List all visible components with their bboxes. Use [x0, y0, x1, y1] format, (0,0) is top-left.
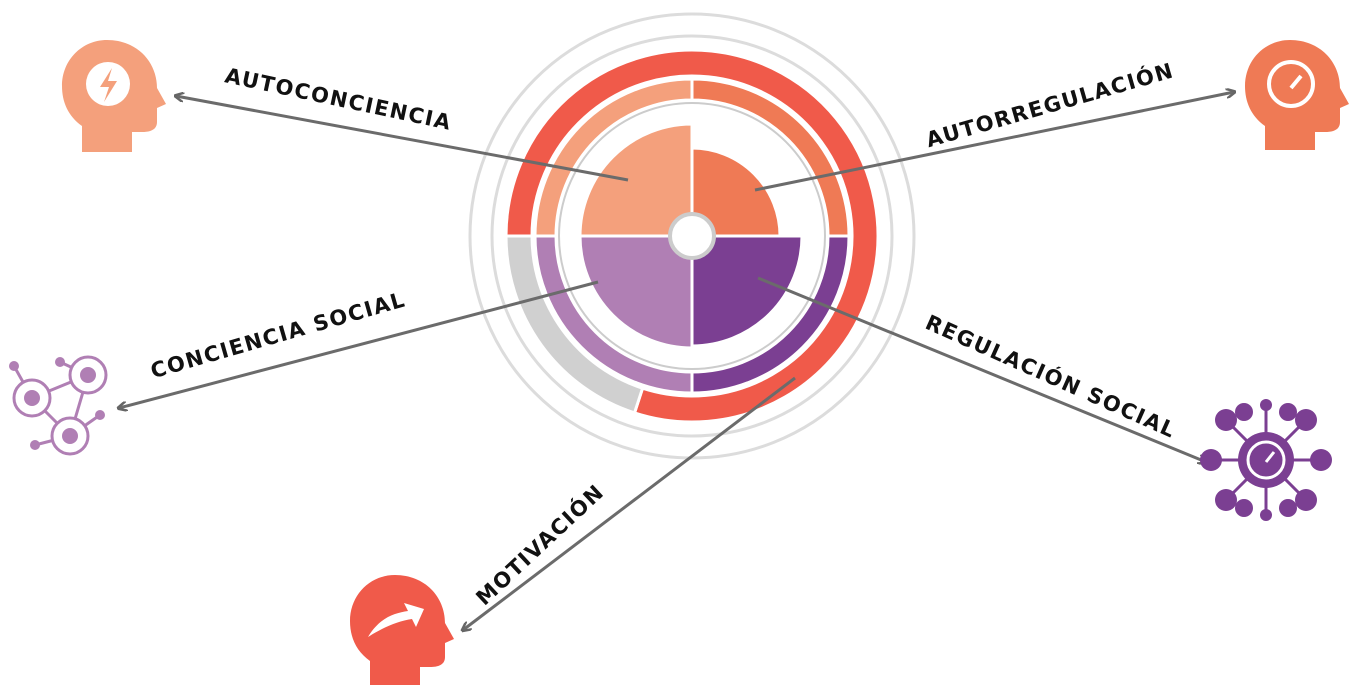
wheel-part [668, 212, 716, 260]
wheel-part [690, 234, 851, 395]
label: REGULACIÓN SOCIAL [922, 309, 1180, 442]
arrow [176, 96, 629, 182]
arrow [754, 92, 1234, 192]
label: CONCIENCIA SOCIAL [148, 287, 408, 383]
label: MOTIVACIÓN [471, 479, 609, 610]
arrow [463, 376, 796, 630]
arrow [757, 276, 1206, 462]
arrows [119, 92, 1234, 630]
icon-head-arrow [350, 575, 454, 685]
label: AUTOCONCIENCIA [223, 63, 454, 135]
wheel-part [558, 102, 826, 370]
wheel-part [490, 34, 894, 438]
label: AUTORREGULACIÓN [923, 57, 1177, 152]
wheel [468, 12, 916, 460]
wheel-part [504, 48, 880, 424]
icon-network [9, 355, 108, 456]
wheel-part [533, 234, 694, 395]
icon-gauge-people [1200, 399, 1332, 521]
icon-head-bolt [62, 40, 166, 152]
wheel-part [504, 234, 645, 415]
arrow [119, 280, 599, 408]
icon-head-gauge [1245, 40, 1349, 150]
